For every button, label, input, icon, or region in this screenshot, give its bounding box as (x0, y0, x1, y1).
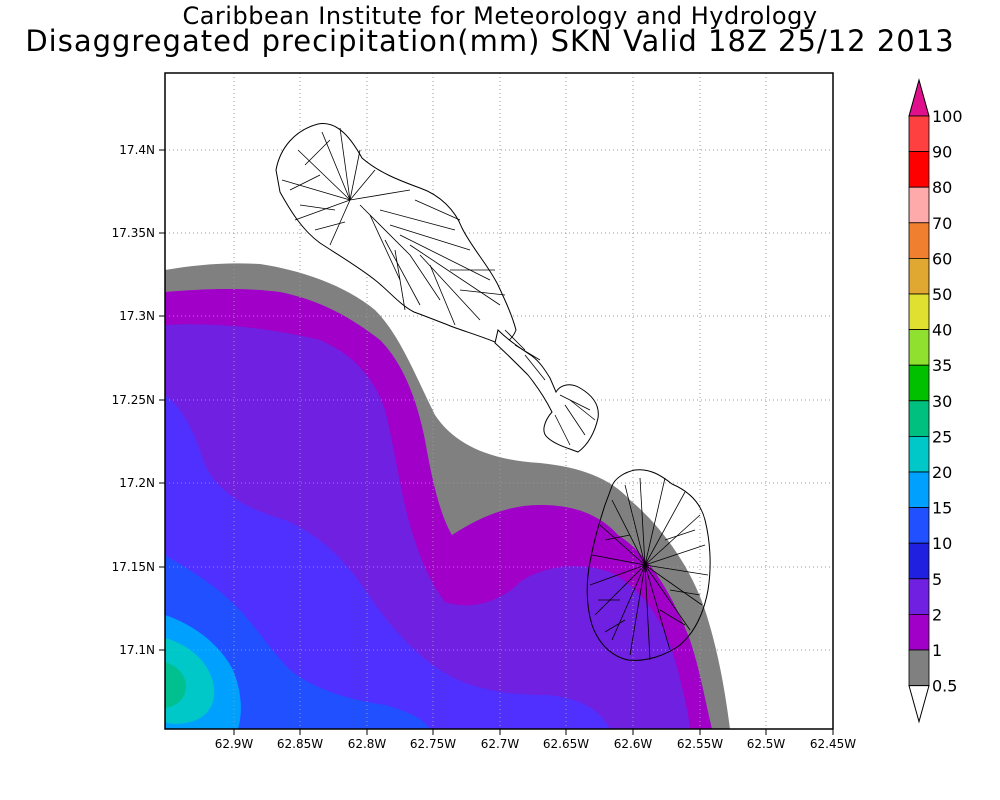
legend-level-label: 2 (932, 605, 942, 624)
lon-tick-label: 62.5W (747, 737, 786, 751)
band-25-30 (165, 662, 186, 708)
lat-axis: 17.4N 17.35N 17.3N 17.25N 17.2N 17.15N 1… (112, 143, 165, 657)
legend-swatch (908, 614, 930, 651)
legend-swatch (908, 186, 930, 224)
island-nevis (586, 469, 711, 661)
legend-swatch (908, 507, 930, 544)
lon-tick-label: 62.85W (277, 737, 323, 751)
legend-swatch (908, 471, 930, 508)
legend-level-label: 70 (932, 214, 952, 233)
lon-tick-label: 62.55W (677, 737, 723, 751)
lat-tick-label: 17.4N (119, 143, 155, 157)
lon-tick-label: 62.75W (410, 737, 456, 751)
map-title: Disaggregated precipitation(mm) SKN Vali… (25, 24, 955, 58)
legend-top-arrow (908, 78, 930, 117)
legend-bottom-arrow (908, 685, 930, 724)
band-5-10 (165, 395, 610, 729)
lon-tick-label: 62.65W (543, 737, 589, 751)
lon-tick-label: 62.6W (614, 737, 653, 751)
legend-level-label: 50 (932, 285, 952, 304)
legend-level-label: 0.5 (932, 677, 957, 696)
lon-axis: 62.9W 62.85W 62.8W 62.75W 62.7W 62.65W 6… (215, 729, 856, 751)
lat-tick-label: 17.3N (119, 309, 155, 323)
lon-tick-label: 62.7W (481, 737, 520, 751)
lat-tick-label: 17.2N (119, 476, 155, 490)
legend-swatch (908, 364, 930, 402)
legend-swatch (908, 542, 930, 580)
legend-level-label: 60 (932, 249, 952, 268)
legend-swatch (908, 400, 930, 437)
legend-level-label: 30 (932, 392, 952, 411)
legend-level-label: 40 (932, 321, 952, 340)
lat-tick-label: 17.35N (112, 226, 155, 240)
legend-swatch (908, 257, 930, 295)
legend-level-label: 15 (932, 499, 952, 518)
lat-tick-label: 17.15N (112, 560, 155, 574)
institute-title: Caribbean Institute for Meteorology and … (182, 2, 818, 30)
legend-swatch (908, 329, 930, 366)
legend-level-label: 100 (932, 107, 963, 126)
legend-swatch (908, 435, 930, 473)
legend-level-label: 80 (932, 178, 952, 197)
legend-level-label: 20 (932, 463, 952, 482)
legend-level-label: 1 (932, 641, 942, 660)
legend-swatch (908, 151, 930, 188)
legend-level-label: 5 (932, 570, 942, 589)
legend-swatch (908, 115, 930, 152)
lat-tick-label: 17.25N (112, 393, 155, 407)
legend-swatch (908, 222, 930, 259)
legend-level-label: 10 (932, 534, 952, 553)
lon-tick-label: 62.8W (348, 737, 387, 751)
legend-swatch (908, 649, 930, 686)
lat-tick-label: 17.1N (119, 643, 155, 657)
color-legend: 100 90 80 70 60 50 40 35 30 25 20 15 10 5 2 1 0.5 (908, 78, 963, 724)
legend-swatch (908, 293, 930, 330)
plot-frame (164, 72, 834, 730)
legend-level-label: 25 (932, 427, 952, 446)
legend-level-label: 90 (932, 143, 952, 162)
island-st-kitts (275, 123, 599, 453)
legend-level-label: 35 (932, 356, 952, 375)
lon-tick-label: 62.45W (810, 737, 856, 751)
lon-tick-label: 62.9W (215, 737, 254, 751)
legend-swatch (908, 578, 930, 615)
